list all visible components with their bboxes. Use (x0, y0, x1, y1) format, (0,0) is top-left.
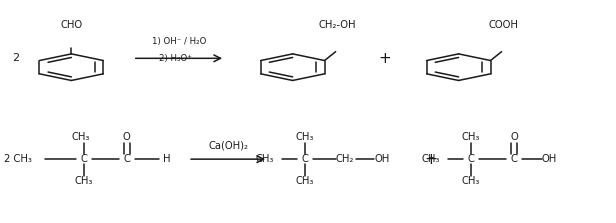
Text: C: C (80, 154, 87, 164)
Text: 2) H₃O⁺: 2) H₃O⁺ (160, 54, 192, 63)
Text: CH₃: CH₃ (461, 132, 480, 142)
Text: CH₃: CH₃ (256, 154, 274, 164)
Text: CH₂-OH: CH₂-OH (318, 20, 356, 30)
Text: C: C (301, 154, 309, 164)
Text: +: + (378, 51, 391, 66)
Text: CHO: CHO (60, 20, 83, 30)
Text: CH₃: CH₃ (75, 176, 93, 186)
Text: OH: OH (542, 154, 557, 164)
Text: 2: 2 (12, 53, 20, 63)
Text: CH₃: CH₃ (71, 132, 90, 142)
Text: CH₃: CH₃ (461, 176, 480, 186)
Text: +: + (424, 152, 437, 167)
Text: 1) OH⁻ / H₂O: 1) OH⁻ / H₂O (152, 37, 206, 46)
Text: C: C (511, 154, 517, 164)
Text: OH: OH (374, 154, 389, 164)
Text: 2 CH₃: 2 CH₃ (4, 154, 31, 164)
Text: O: O (123, 132, 131, 142)
Text: Ca(OH)₂: Ca(OH)₂ (208, 141, 248, 151)
Text: O: O (510, 132, 518, 142)
Text: CH₂: CH₂ (336, 154, 354, 164)
Text: CH₃: CH₃ (296, 132, 314, 142)
Text: COOH: COOH (488, 20, 519, 30)
Text: CH₃: CH₃ (422, 154, 440, 164)
Text: CH₃: CH₃ (296, 176, 314, 186)
Text: C: C (468, 154, 474, 164)
Text: C: C (123, 154, 130, 164)
Text: H: H (163, 154, 171, 164)
